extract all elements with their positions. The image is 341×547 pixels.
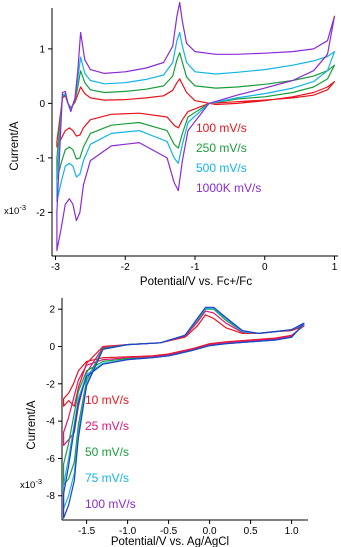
bottom-y-tick-label: -8	[46, 491, 55, 502]
bottom-y-tick-label: -6	[46, 454, 55, 465]
bottom-legend-entry-1: 10 mV/s	[85, 393, 129, 407]
top-legend: 100 mV/s 250 mV/s 500 mV/s 1000K mV/s	[196, 121, 261, 195]
top-series-line-4	[56, 1, 336, 252]
top-y-tick-label: -1	[36, 153, 45, 164]
bottom-x-tick-label: 0.0	[203, 526, 217, 537]
top-series-line-1	[56, 78, 336, 148]
top-series-line-3	[56, 31, 336, 203]
top-legend-entry-3: 500 mV/s	[196, 161, 247, 175]
top-y-multiplier-exponent: -3	[19, 203, 26, 212]
top-y-axis-title: Current/A	[9, 121, 21, 171]
bottom-cv-chart: -1.5 -1.0 -0.5 0.0 0.5 1.0 2 0 -2 -4 -6 -8 10 mV/s 2…	[20, 298, 308, 547]
top-y-tick-label: 1	[39, 44, 45, 55]
bottom-y-tick-label: -2	[46, 379, 55, 390]
bottom-y-tick-label: -4	[46, 417, 55, 428]
top-x-tick-label: -2	[121, 262, 130, 273]
bottom-legend-entry-3: 50 mV/s	[85, 445, 129, 459]
bottom-y-tick-label: 2	[49, 305, 55, 316]
top-y-tick-label: 0	[39, 99, 45, 110]
bottom-x-tick-label: -0.5	[160, 526, 178, 537]
bottom-legend: 10 mV/s 25 mV/s 50 mV/s 75 mV/s 100 mV/s	[85, 393, 136, 511]
bottom-legend-entry-2: 25 mV/s	[85, 419, 129, 433]
top-series-line-2	[56, 52, 336, 181]
bottom-series-line-5	[63, 306, 305, 519]
bottom-x-axis-title: Potential/V vs. Ag/AgCl	[111, 536, 229, 547]
bottom-x-tick-label: 0.5	[244, 526, 258, 537]
top-x-tick-label: -1	[191, 262, 200, 273]
bottom-y-multiplier-base: x10	[20, 480, 35, 491]
top-y-tick-label: -2	[36, 208, 45, 219]
bottom-x-tick-label: -1.0	[119, 526, 137, 537]
top-y-multiplier-base: x10	[4, 206, 19, 217]
bottom-legend-entry-4: 75 mV/s	[85, 471, 129, 485]
top-legend-entry-1: 100 mV/s	[196, 121, 247, 135]
top-x-tick-label: 0	[262, 262, 268, 273]
bottom-y-multiplier-exponent: -3	[35, 477, 42, 486]
top-legend-entry-2: 250 mV/s	[196, 141, 247, 155]
top-legend-entry-4: 1000K mV/s	[196, 181, 261, 195]
bottom-legend-entry-5: 100 mV/s	[85, 497, 136, 511]
bottom-y-multiplier: x10-3	[20, 477, 42, 491]
top-axes: -3 -2 -1 0 1 1 0 -1 -2	[36, 8, 338, 273]
bottom-y-tick-label: 0	[49, 342, 55, 353]
bottom-series-group	[63, 306, 305, 519]
top-series-group	[56, 1, 336, 252]
bottom-axes: -1.5 -1.0 -0.5 0.0 0.5 1.0 2 0 -2 -4 -6 -8	[46, 298, 308, 537]
top-y-multiplier: x10-3	[4, 203, 26, 217]
top-x-tick-label: -3	[51, 262, 60, 273]
top-x-axis-title: Potential/V vs. Fc+/Fc	[140, 276, 252, 288]
bottom-x-tick-label: -1.5	[78, 526, 96, 537]
bottom-y-axis-title: Current/A	[26, 400, 38, 450]
bottom-x-tick-label: 1.0	[285, 526, 299, 537]
top-x-tick-label: 1	[332, 262, 338, 273]
